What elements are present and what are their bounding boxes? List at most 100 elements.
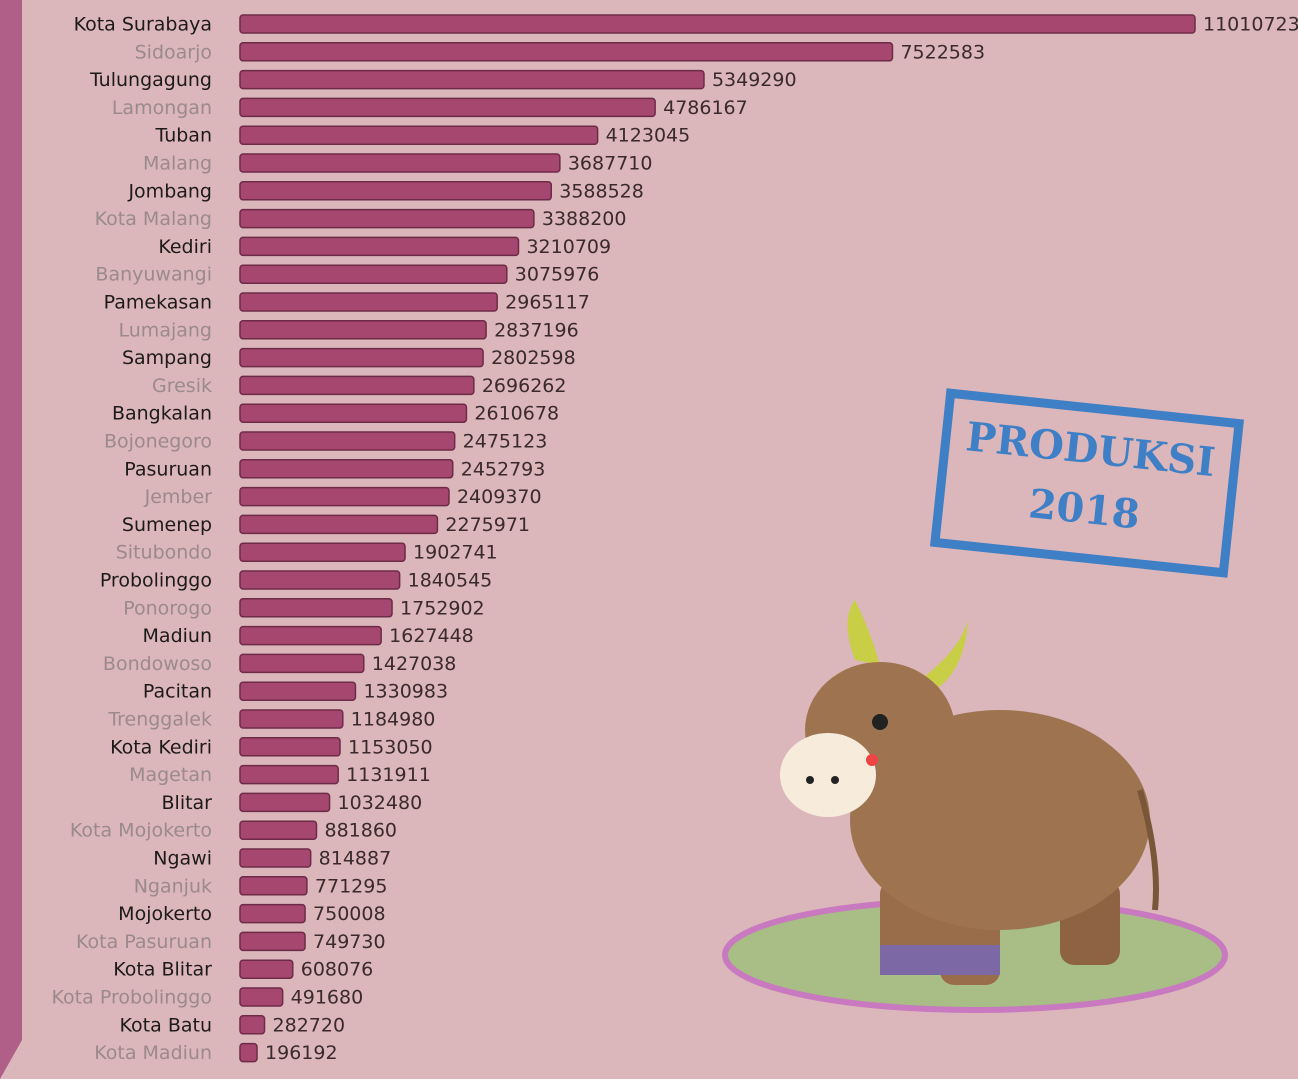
bar bbox=[239, 236, 520, 257]
value-label: 3687710 bbox=[568, 153, 653, 175]
bar bbox=[239, 903, 306, 924]
category-label: Kota Madiun bbox=[94, 1042, 212, 1064]
category-label: Pacitan bbox=[143, 681, 212, 703]
bar bbox=[239, 431, 456, 451]
category-label: Bangkalan bbox=[112, 403, 212, 425]
value-label: 2452793 bbox=[461, 458, 546, 480]
value-label: 196192 bbox=[265, 1042, 338, 1064]
value-label: 2610678 bbox=[474, 403, 559, 425]
value-label: 750008 bbox=[313, 903, 386, 925]
value-label: 491680 bbox=[291, 987, 364, 1009]
value-label: 1627448 bbox=[389, 625, 474, 647]
bar bbox=[239, 653, 365, 674]
category-label: Lamongan bbox=[112, 97, 212, 119]
category-label: Kota Malang bbox=[95, 208, 212, 230]
category-label: Kota Pasuruan bbox=[76, 931, 212, 953]
bar bbox=[239, 264, 508, 284]
value-label: 1032480 bbox=[338, 792, 423, 814]
bar bbox=[239, 375, 475, 396]
bar bbox=[239, 792, 331, 813]
bar bbox=[239, 709, 344, 729]
category-label: Kediri bbox=[158, 236, 212, 258]
value-label: 7522583 bbox=[900, 41, 985, 63]
bar bbox=[239, 737, 341, 757]
bar bbox=[239, 931, 306, 952]
bar bbox=[239, 292, 498, 312]
bar bbox=[239, 181, 552, 201]
category-label: Magetan bbox=[129, 764, 212, 786]
horn bbox=[920, 620, 968, 690]
category-label: Blitar bbox=[162, 792, 213, 814]
category-label: Probolinggo bbox=[100, 570, 212, 592]
category-label: Kota Probolinggo bbox=[52, 987, 212, 1009]
value-label: 4123045 bbox=[606, 125, 691, 147]
category-label: Pamekasan bbox=[104, 292, 212, 314]
category-label: Mojokerto bbox=[118, 903, 212, 925]
value-label: 3588528 bbox=[559, 180, 644, 202]
bar bbox=[239, 69, 705, 90]
bar bbox=[239, 125, 599, 145]
value-label: 1902741 bbox=[413, 542, 498, 564]
category-label: Banyuwangi bbox=[95, 264, 212, 286]
value-label: 771295 bbox=[315, 875, 388, 897]
bar bbox=[239, 681, 357, 701]
value-label: 1184980 bbox=[351, 709, 436, 731]
tail bbox=[1137, 789, 1159, 911]
value-label: 3388200 bbox=[542, 208, 627, 230]
cow-illustration bbox=[722, 600, 1228, 1013]
value-label: 608076 bbox=[301, 959, 374, 981]
value-label: 2275971 bbox=[445, 514, 530, 536]
category-label: Kota Kediri bbox=[110, 736, 212, 758]
bar bbox=[239, 514, 439, 535]
bar bbox=[239, 876, 308, 896]
bar bbox=[239, 570, 401, 590]
bar bbox=[239, 1042, 258, 1063]
stamp-frame bbox=[930, 388, 1244, 578]
value-label: 2837196 bbox=[494, 319, 579, 341]
bar bbox=[239, 959, 294, 979]
value-label: 2475123 bbox=[463, 431, 548, 453]
nostril bbox=[806, 776, 814, 784]
value-label: 3075976 bbox=[515, 264, 600, 286]
bar bbox=[239, 42, 894, 62]
category-label: Nganjuk bbox=[134, 875, 212, 897]
value-label: 1330983 bbox=[363, 681, 448, 703]
category-label: Ngawi bbox=[153, 848, 212, 870]
value-label: 1153050 bbox=[348, 736, 433, 758]
eye bbox=[872, 714, 888, 730]
category-label: Pasuruan bbox=[124, 458, 212, 480]
category-label: Kota Blitar bbox=[113, 959, 212, 981]
category-label: Jember bbox=[144, 486, 213, 508]
category-label: Ponorogo bbox=[123, 597, 212, 619]
side-strip bbox=[0, 0, 22, 1079]
bar bbox=[239, 208, 535, 229]
value-label: 1752902 bbox=[400, 597, 485, 619]
bar bbox=[239, 459, 454, 479]
bar bbox=[239, 14, 1196, 34]
category-label: Kota Mojokerto bbox=[70, 820, 212, 842]
category-label: Madiun bbox=[143, 625, 212, 647]
category-label: Malang bbox=[143, 153, 212, 175]
category-label: Kota Surabaya bbox=[74, 14, 212, 36]
value-label: 1427038 bbox=[372, 653, 457, 675]
horn bbox=[847, 600, 880, 665]
nostril bbox=[831, 776, 839, 784]
value-label: 282720 bbox=[273, 1014, 346, 1036]
category-label: Sampang bbox=[122, 347, 212, 369]
bar bbox=[239, 403, 468, 423]
category-label: Lumajang bbox=[119, 319, 212, 341]
value-label: 814887 bbox=[319, 848, 392, 870]
category-label: Sidoarjo bbox=[135, 41, 212, 63]
stamp-year: 2018 bbox=[1026, 480, 1142, 538]
category-label: Gresik bbox=[152, 375, 212, 397]
bar bbox=[239, 987, 284, 1007]
category-label: Tuban bbox=[154, 125, 212, 147]
bar bbox=[239, 320, 487, 340]
category-label: Sumenep bbox=[122, 514, 212, 536]
value-label: 2965117 bbox=[505, 292, 590, 314]
bar bbox=[239, 764, 339, 785]
value-label: 2802598 bbox=[491, 347, 576, 369]
bar bbox=[239, 820, 318, 840]
